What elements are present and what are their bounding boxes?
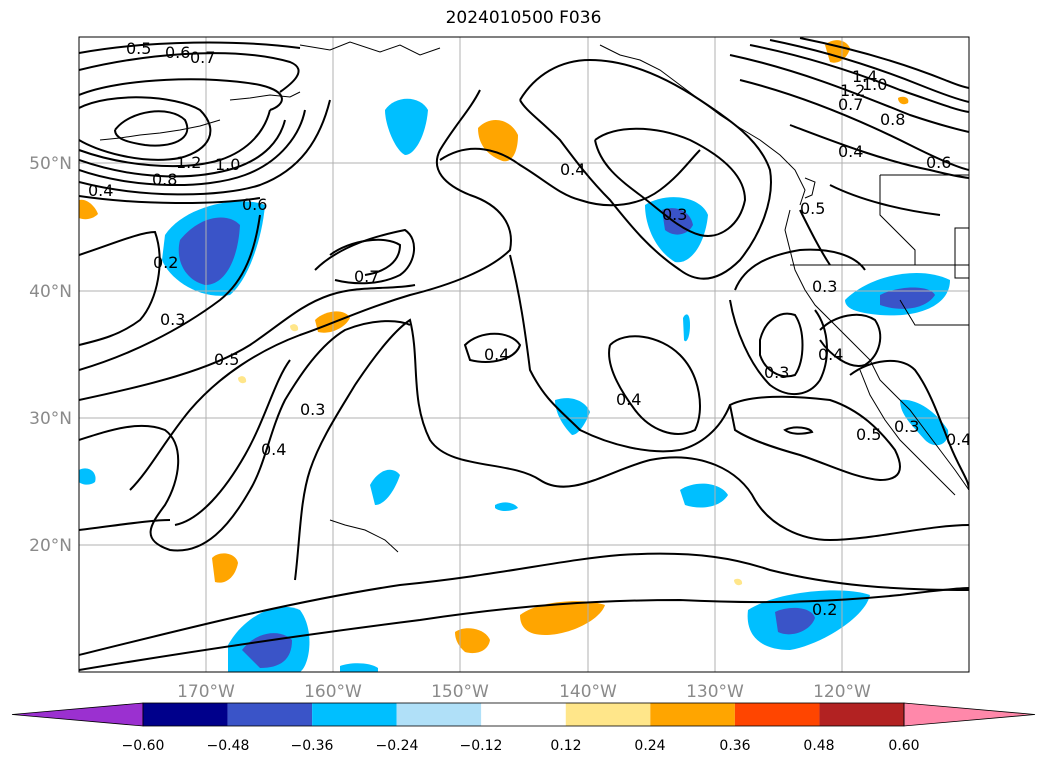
colorbar-segment bbox=[312, 703, 397, 726]
lat-label: 20°N bbox=[29, 536, 72, 556]
colorbar-tick: 0.36 bbox=[719, 738, 750, 754]
colorbar-segment bbox=[819, 703, 904, 726]
colorbar-tick: −0.24 bbox=[376, 738, 419, 754]
colorbar-segment bbox=[734, 703, 820, 726]
colorbar-segment bbox=[903, 702, 1036, 727]
contour-label: 0.3 bbox=[300, 400, 325, 419]
contour-label-group: 0.5 0.6 0.7 1.2 1.0 0.8 0.4 0.6 0.2 0.3 … bbox=[88, 39, 971, 619]
colorbar-tick: −0.48 bbox=[207, 738, 250, 754]
negative-anomaly-region bbox=[79, 98, 950, 672]
contour-label: 1.0 bbox=[215, 155, 240, 174]
contour-label: 0.4 bbox=[261, 440, 286, 459]
contour-label: 0.8 bbox=[152, 170, 177, 189]
contour-label: 0.3 bbox=[662, 205, 687, 224]
colorbar-frame bbox=[142, 702, 905, 727]
contour-label: 1.2 bbox=[176, 153, 201, 172]
lat-label: 50°N bbox=[29, 154, 72, 174]
colorbar-tick: 0.24 bbox=[634, 738, 665, 754]
contour-label: 0.2 bbox=[153, 253, 178, 272]
contour-label: 0.4 bbox=[560, 160, 585, 179]
plot-frame bbox=[78, 36, 970, 673]
colorbar-tick-labels: −0.60 −0.48 −0.36 −0.24 −0.12 0.12 0.24 … bbox=[122, 738, 920, 754]
colorbar-tick: 0.12 bbox=[550, 738, 581, 754]
colorbar-segment bbox=[396, 703, 482, 726]
contour-label: 0.4 bbox=[616, 390, 641, 409]
contour-label: 0.2 bbox=[812, 600, 837, 619]
colorbar-tick: −0.12 bbox=[460, 738, 503, 754]
lon-label: 120°W bbox=[813, 682, 871, 702]
contour-label: 0.6 bbox=[242, 195, 267, 214]
contour-label: 0.3 bbox=[160, 310, 185, 329]
contour-label: 0.6 bbox=[165, 43, 190, 62]
colorbar-tick: 0.60 bbox=[888, 738, 919, 754]
contour-label: 0.4 bbox=[484, 345, 509, 364]
map-title: 2024010500 F036 bbox=[445, 8, 602, 28]
colorbar: −0.60 −0.48 −0.36 −0.24 −0.12 0.12 0.24 … bbox=[11, 702, 1036, 754]
contour-label: 1.2 bbox=[840, 81, 865, 100]
contour-label: 0.4 bbox=[946, 430, 971, 449]
lon-label: 140°W bbox=[559, 682, 617, 702]
colorbar-segment bbox=[143, 703, 228, 726]
contour-label: 0.8 bbox=[880, 110, 905, 129]
contour-label: 0.5 bbox=[126, 39, 151, 58]
latitude-labels: 50°N 40°N 30°N 20°N bbox=[29, 154, 72, 556]
lon-label: 150°W bbox=[431, 682, 489, 702]
lat-label: 40°N bbox=[29, 282, 72, 302]
longitude-labels: 170°W 160°W 150°W 140°W 130°W 120°W bbox=[177, 682, 871, 702]
lon-label: 160°W bbox=[304, 682, 362, 702]
lon-label: 170°W bbox=[177, 682, 235, 702]
colorbar-segment bbox=[11, 702, 144, 727]
contour-label: 0.4 bbox=[818, 345, 843, 364]
colorbar-segment bbox=[650, 703, 735, 726]
colorbar-segment bbox=[565, 703, 651, 726]
contour-label: 0.7 bbox=[354, 267, 379, 286]
colorbar-segment bbox=[227, 703, 313, 726]
lon-label: 130°W bbox=[686, 682, 744, 702]
contour-label: 0.6 bbox=[926, 153, 951, 172]
lat-label: 30°N bbox=[29, 409, 72, 429]
contour-label: 0.5 bbox=[214, 350, 239, 369]
contour-label: 1.4 bbox=[852, 67, 877, 86]
contour-label: 0.4 bbox=[838, 142, 863, 161]
shaded-fields bbox=[79, 40, 950, 672]
contour-label: 0.4 bbox=[88, 181, 113, 200]
colorbar-tick: −0.60 bbox=[122, 738, 165, 754]
contour-label: 0.5 bbox=[856, 425, 881, 444]
colorbar-segment bbox=[481, 703, 566, 726]
contour-label: 0.5 bbox=[800, 199, 825, 218]
contour-label: 0.3 bbox=[764, 363, 789, 382]
contour-label: 0.3 bbox=[812, 277, 837, 296]
contour-label: 0.3 bbox=[894, 417, 919, 436]
colorbar-tick: 0.48 bbox=[803, 738, 834, 754]
colorbar-tick: −0.36 bbox=[291, 738, 334, 754]
contour-label: 1.0 bbox=[862, 75, 887, 94]
contour-label: 0.7 bbox=[190, 48, 215, 67]
contour-lines bbox=[79, 37, 969, 671]
colorbar-segments bbox=[11, 702, 1036, 727]
contour-label: 0.7 bbox=[838, 95, 863, 114]
